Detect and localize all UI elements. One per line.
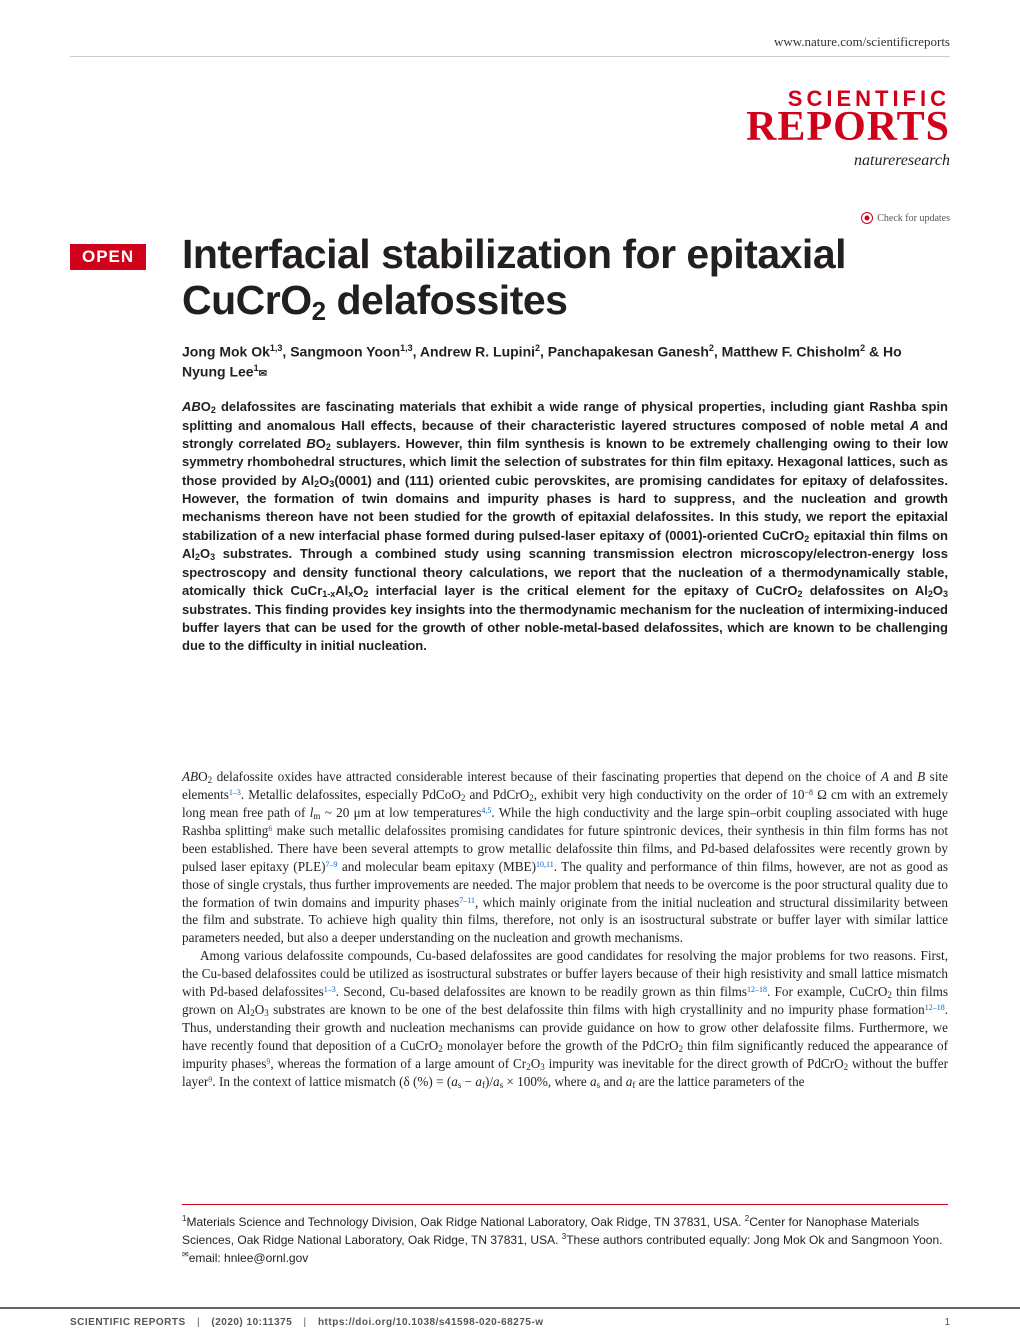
open-access-badge: OPEN xyxy=(70,244,146,270)
footer-page-number: 1 xyxy=(944,1317,950,1328)
check-updates-icon xyxy=(861,212,873,224)
article-title: Interfacial stabilization for epitaxial … xyxy=(182,232,962,326)
logo-reports: REPORTS xyxy=(746,108,950,148)
page-footer: SCIENTIFIC REPORTS | (2020) 10:11375 | h… xyxy=(0,1307,1020,1340)
body-paragraph-1: ABO2 delafossite oxides have attracted c… xyxy=(182,768,948,947)
footer-journal: SCIENTIFIC REPORTS xyxy=(70,1317,186,1328)
body-paragraph-2: Among various delafossite compounds, Cu-… xyxy=(182,947,948,1091)
author-list: Jong Mok Ok1,3, Sangmoon Yoon1,3, Andrew… xyxy=(182,342,942,381)
journal-logo: SCIENTIFIC REPORTS natureresearch xyxy=(746,88,950,170)
abstract: ABO2 delafossites are fascinating materi… xyxy=(182,398,948,655)
check-updates[interactable]: Check for updates xyxy=(861,212,950,224)
footer-cite: (2020) 10:11375 xyxy=(211,1317,292,1328)
logo-nature: natureresearch xyxy=(746,152,950,170)
body-text: ABO2 delafossite oxides have attracted c… xyxy=(182,768,948,1091)
header-url: www.nature.com/scientificreports xyxy=(70,34,950,57)
check-updates-label: Check for updates xyxy=(877,213,950,224)
footer-doi: https://doi.org/10.1038/s41598-020-68275… xyxy=(318,1317,544,1328)
footer-citation: SCIENTIFIC REPORTS | (2020) 10:11375 | h… xyxy=(70,1317,543,1328)
affiliations: 1Materials Science and Technology Divisi… xyxy=(182,1204,948,1266)
